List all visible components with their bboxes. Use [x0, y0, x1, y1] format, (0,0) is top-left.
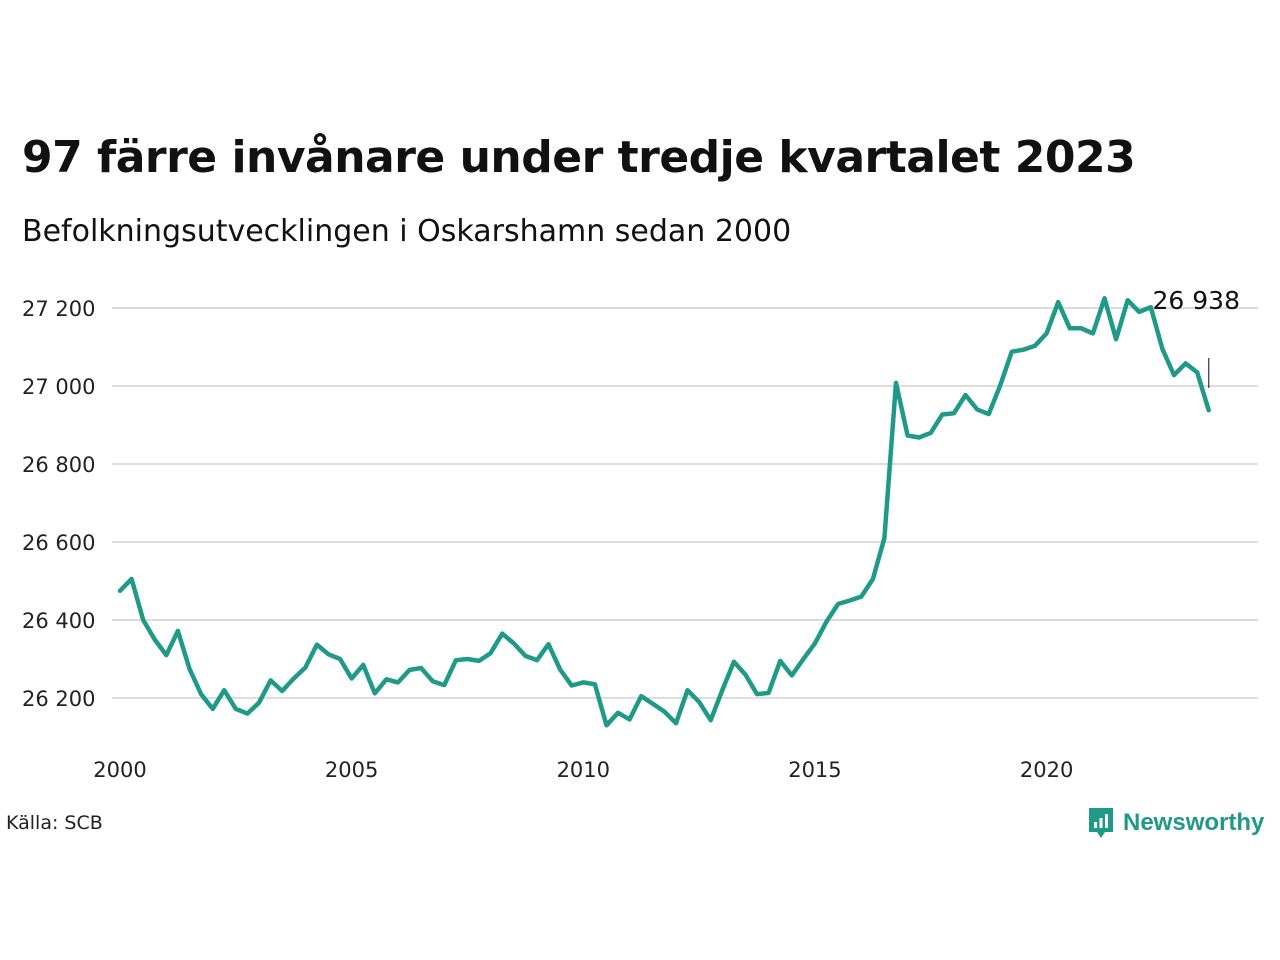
- y-axis: 26 200 26 400 26 600 26 800 27 000 27 200: [22, 297, 95, 711]
- y-tick-label: 26 400: [22, 609, 95, 633]
- series-line: [117, 296, 1211, 728]
- newsworthy-logo-icon: [1089, 808, 1113, 838]
- line-chart: 26 200 26 400 26 600 26 800 27 000 27 200 200…: [22, 286, 1258, 782]
- x-tick-label: 2020: [1020, 758, 1073, 782]
- y-tick-label: 26 800: [22, 453, 95, 477]
- x-tick-label: 2000: [93, 758, 146, 782]
- y-tick-label: 27 200: [22, 297, 95, 321]
- x-axis: 2000 2005 2010 2015 2020: [93, 758, 1073, 782]
- last-value-label: 26 938: [1153, 286, 1240, 315]
- last-value-annotation: 26 938: [1153, 286, 1240, 388]
- x-tick-label: 2005: [325, 758, 378, 782]
- x-tick-label: 2010: [557, 758, 610, 782]
- chart-title: 97 färre invånare under tredje kvartalet…: [22, 132, 1136, 183]
- brand-name: Newsworthy: [1123, 809, 1265, 836]
- y-tick-label: 26 600: [22, 531, 95, 555]
- series-group: [117, 296, 1211, 728]
- chart-subtitle: Befolkningsutvecklingen i Oskarshamn sed…: [22, 214, 792, 249]
- brand-logo: Newsworthy: [1087, 804, 1264, 842]
- x-tick-label: 2015: [788, 758, 841, 782]
- y-tick-label: 27 000: [22, 375, 95, 399]
- grid-lines: [112, 307, 1258, 699]
- y-tick-label: 26 200: [22, 687, 95, 711]
- source-note: Källa: SCB: [6, 812, 103, 834]
